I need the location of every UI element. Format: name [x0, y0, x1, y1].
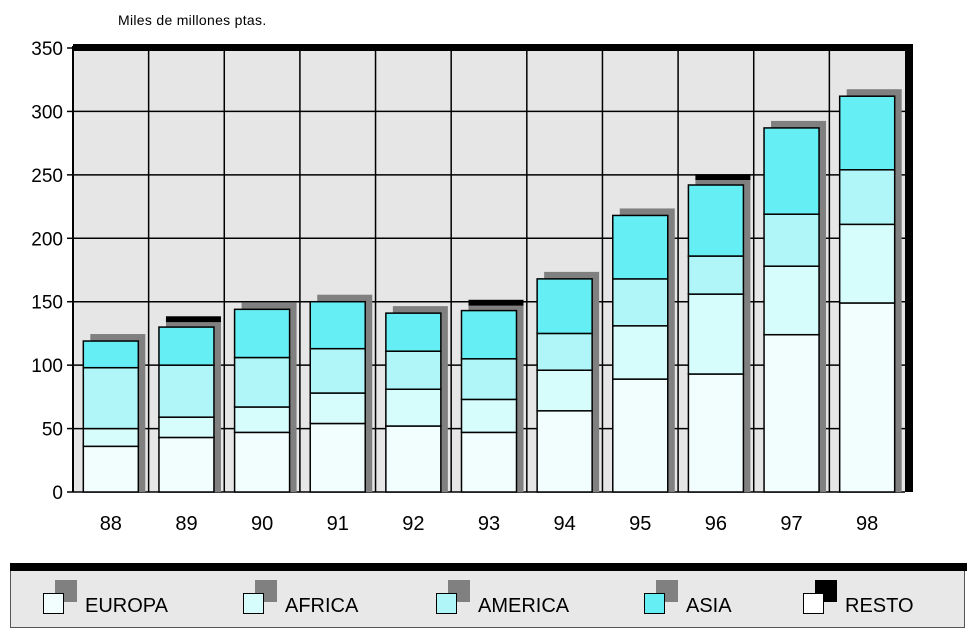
plot-frame-top [73, 44, 913, 51]
bar-segment-asia-94 [536, 278, 593, 335]
bar-segment-america-89 [158, 364, 215, 418]
y-tick-label: 50 [42, 420, 63, 441]
x-tick-label: 93 [478, 513, 500, 535]
y-tick-label: 300 [31, 102, 63, 123]
bar-segment-europa-94 [536, 410, 593, 493]
x-tick-label: 96 [705, 513, 727, 535]
bar-segment-europa-92 [385, 425, 442, 493]
legend-label-america: AMERICA [478, 595, 570, 617]
bar-segment-africa-89 [158, 416, 215, 439]
x-tick-label: 88 [100, 513, 122, 535]
plot-frame-right [905, 44, 913, 492]
bar-segment-africa-88 [82, 427, 140, 448]
legend-top-border [10, 563, 967, 571]
bar-segment-asia-98 [838, 95, 896, 171]
bar-segment-africa-98 [838, 223, 896, 304]
bar-segment-america-91 [309, 347, 366, 394]
bar-segment-asia-97 [763, 127, 820, 215]
bar-segment-asia-95 [612, 214, 669, 280]
bar-segment-africa-92 [385, 388, 442, 427]
bar-segment-africa-94 [536, 369, 593, 412]
x-tick-label: 91 [327, 513, 349, 535]
bar-segment-america-98 [838, 169, 896, 226]
y-tick-label: 350 [31, 39, 63, 60]
bar-segment-asia-91 [309, 300, 366, 350]
bar-segment-asia-96 [687, 184, 745, 257]
y-tick-label: 100 [31, 356, 63, 377]
y-tick-label: 0 [52, 483, 63, 504]
unit-label: Miles de millones ptas. [118, 12, 267, 28]
bar-segment-europa-89 [158, 436, 215, 493]
bar-segment-europa-96 [687, 373, 745, 493]
bar-segment-asia-89 [158, 326, 215, 366]
bar-segment-africa-97 [763, 265, 820, 336]
x-tick-label: 90 [251, 513, 273, 535]
bar-segment-america-92 [385, 350, 442, 390]
bar-segment-europa-98 [838, 302, 896, 493]
y-tick-label: 250 [31, 166, 63, 187]
legend-label-resto: RESTO [845, 595, 914, 617]
stacked-bar-chart: 0 50 100 150 200 250 300 350 88 89 90 91 92 93 94 95 96 9… [31, 39, 913, 535]
x-tick-label: 89 [175, 513, 197, 535]
bar-segment-europa-91 [309, 422, 366, 493]
x-tick-label: 97 [780, 513, 802, 535]
bar-segment-america-97 [763, 213, 820, 267]
legend-swatch-europa [43, 593, 64, 614]
x-tick-label: 95 [629, 513, 651, 535]
bar-segment-africa-96 [687, 293, 745, 375]
bar-segment-europa-95 [612, 378, 669, 493]
bar-segment-asia-92 [385, 312, 442, 352]
x-tick-label: 98 [856, 513, 878, 535]
y-tick-label: 150 [31, 293, 63, 314]
bar-segment-asia-88 [82, 340, 140, 369]
bar-segment-europa-90 [233, 431, 291, 493]
legend-label-europa: EUROPA [85, 595, 168, 617]
bar-segment-america-93 [460, 358, 518, 401]
bar-segment-resto-93 [468, 299, 524, 306]
legend-label-asia: ASIA [686, 595, 732, 617]
bar-segment-asia-93 [460, 309, 518, 360]
bar-segment-europa-88 [82, 445, 140, 493]
bar-segment-resto-96 [695, 174, 751, 181]
bar-segment-america-96 [687, 255, 745, 295]
legend-swatch-america [436, 593, 457, 614]
bar-segment-europa-97 [763, 333, 820, 493]
bar-segment-europa-93 [460, 431, 518, 493]
legend: EUROPA AFRICA AMERICA ASIA RESTO [10, 571, 965, 628]
bar-segment-america-88 [82, 366, 140, 430]
y-tick-label: 200 [31, 229, 63, 250]
x-tick-label: 94 [554, 513, 576, 535]
legend-label-africa: AFRICA [285, 595, 359, 617]
bar-segment-asia-90 [233, 308, 291, 359]
legend-swatch-africa [243, 593, 264, 614]
bar-segment-america-95 [612, 278, 669, 327]
bar-segment-africa-91 [309, 392, 366, 425]
bar-segment-africa-90 [233, 406, 291, 434]
bar-segment-resto-89 [165, 316, 221, 323]
bar-segment-america-90 [233, 356, 291, 408]
x-tick-label: 92 [402, 513, 424, 535]
legend-swatch-resto [803, 593, 824, 614]
bar-segment-america-94 [536, 332, 593, 371]
bar-segment-africa-95 [612, 325, 669, 380]
legend-swatch-asia [644, 593, 665, 614]
bar-segment-africa-93 [460, 398, 518, 434]
